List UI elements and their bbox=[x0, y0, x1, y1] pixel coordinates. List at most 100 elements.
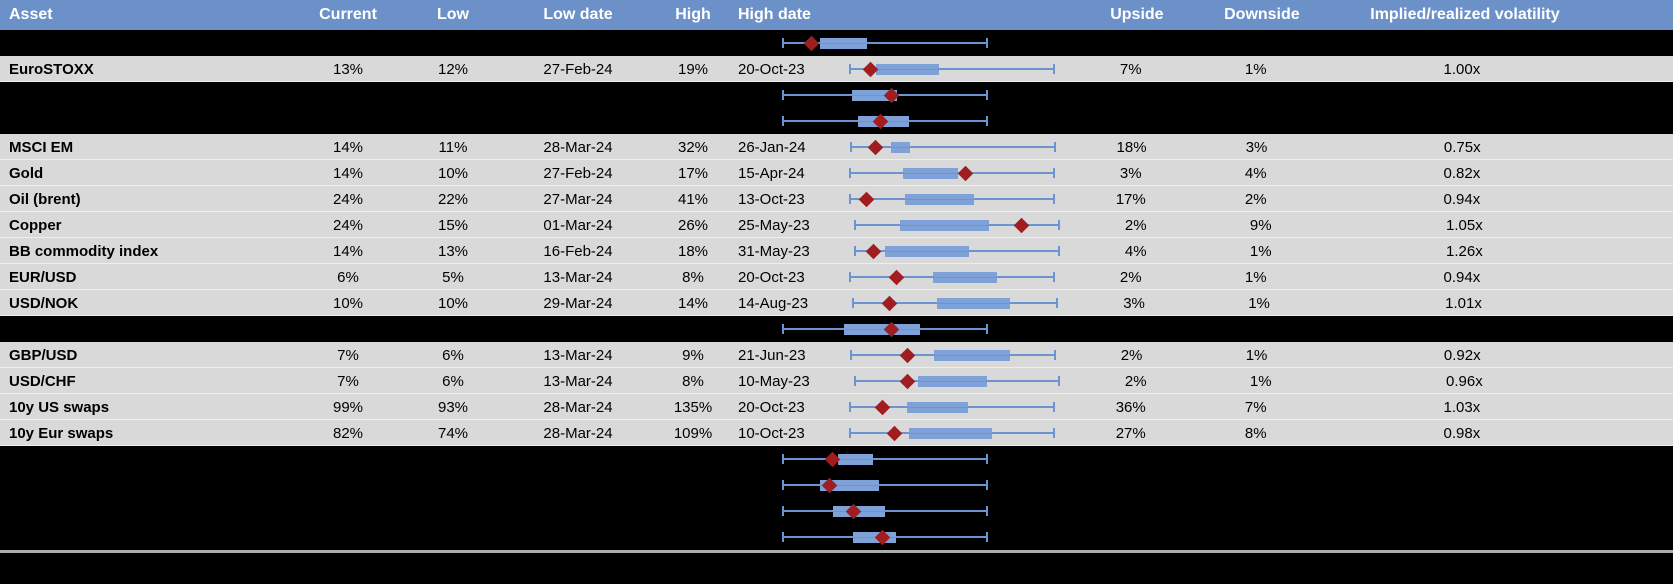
hidden-row-2-boxplot bbox=[738, 82, 994, 108]
cell-asset bbox=[0, 472, 298, 498]
whisker-cap-left-icon bbox=[849, 142, 852, 152]
cell-downside bbox=[1134, 82, 1244, 108]
cell-implied bbox=[1244, 472, 1673, 498]
cell-high_date: 15-Apr-24 bbox=[738, 164, 805, 182]
cell-downside bbox=[1134, 446, 1244, 472]
row-copper: Copper 24% 15% 01-Mar-24 26% 25-May-23 2% 9% 1.0… bbox=[0, 212, 1673, 238]
cell-current: 10% bbox=[332, 294, 364, 312]
copper-boxplot bbox=[810, 212, 1066, 238]
cell-current: 24% bbox=[332, 216, 364, 234]
chart-cell bbox=[806, 134, 1062, 160]
range-box bbox=[838, 453, 873, 465]
hidden-row-17 bbox=[0, 472, 1673, 498]
cell-upside bbox=[994, 82, 1134, 108]
hidden-row-2 bbox=[0, 82, 1673, 108]
separator-line bbox=[0, 550, 1673, 553]
oil-brent-boxplot bbox=[805, 186, 1061, 212]
box-midline bbox=[844, 328, 920, 330]
cell-upside: 36% bbox=[1115, 398, 1146, 416]
cell-current bbox=[298, 472, 398, 498]
box-midline bbox=[933, 276, 997, 278]
whisker-cap-left-icon bbox=[782, 116, 784, 126]
whisker-cap-right-icon bbox=[986, 480, 988, 490]
cell-upside: 17% bbox=[1115, 190, 1146, 208]
cell-low_date: 28-Mar-24 bbox=[543, 398, 613, 416]
cell-downside: 1% bbox=[1249, 242, 1272, 260]
box-midline bbox=[917, 380, 988, 382]
cell-low_date: 27-Mar-24 bbox=[543, 190, 613, 208]
cell-upside bbox=[994, 446, 1134, 472]
chart-cell bbox=[738, 498, 994, 524]
cell-asset bbox=[0, 82, 298, 108]
cell-high_date: 20-Oct-23 bbox=[738, 60, 805, 78]
cell-low bbox=[398, 82, 508, 108]
cell-high: 109% bbox=[673, 424, 713, 442]
gold-boxplot bbox=[805, 160, 1061, 186]
hidden-row-3-boxplot bbox=[738, 108, 994, 134]
box-midline bbox=[853, 536, 897, 538]
whisker-cap-left-icon bbox=[853, 220, 856, 230]
cell-upside: 7% bbox=[1119, 60, 1142, 78]
range-box bbox=[885, 245, 969, 257]
cell-downside: 4% bbox=[1244, 164, 1267, 182]
cell-current: 7% bbox=[337, 372, 359, 390]
current-diamond-marker-icon bbox=[899, 347, 916, 363]
chart-cell bbox=[805, 420, 1061, 446]
hidden-row-16 bbox=[0, 446, 1673, 472]
cell-low_date bbox=[508, 108, 648, 134]
10y-us-swaps-boxplot bbox=[805, 394, 1061, 420]
whisker-cap-right-icon bbox=[1052, 194, 1055, 204]
range-box bbox=[844, 323, 920, 335]
header-chart-spacer bbox=[811, 0, 1067, 30]
current-diamond-marker-icon bbox=[858, 191, 874, 207]
cell-low: 10% bbox=[437, 164, 469, 182]
row-eur-usd: EUR/USD 6% 5% 13-Mar-24 8% 20-Oct-23 2% 1% 0.94x bbox=[0, 264, 1673, 290]
cell-upside bbox=[994, 108, 1134, 134]
cell-high bbox=[648, 472, 738, 498]
range-box bbox=[819, 37, 867, 49]
header-high_date: High date bbox=[738, 6, 811, 23]
cell-low bbox=[398, 498, 508, 524]
cell-current bbox=[298, 446, 398, 472]
current-diamond-marker-icon bbox=[803, 35, 820, 51]
cell-low: 22% bbox=[437, 190, 469, 208]
whisker-cap-right-icon bbox=[1052, 428, 1055, 438]
whisker-cap-left-icon bbox=[782, 454, 784, 464]
current-diamond-marker-icon bbox=[1014, 217, 1030, 233]
cell-asset: Copper bbox=[9, 216, 62, 234]
whisker-cap-right-icon bbox=[986, 454, 988, 464]
box-midline bbox=[899, 224, 990, 226]
header-row: Asset Current Low Low date High High date Upsi… bbox=[0, 0, 1673, 30]
cell-asset bbox=[0, 524, 298, 550]
chart-cell bbox=[810, 368, 1066, 394]
whisker-cap-right-icon bbox=[986, 116, 988, 126]
cell-low bbox=[398, 524, 508, 550]
hidden-row-11 bbox=[0, 316, 1673, 342]
cell-current: 13% bbox=[332, 60, 364, 78]
cell-downside bbox=[1134, 472, 1244, 498]
cell-high bbox=[648, 498, 738, 524]
cell-low: 15% bbox=[437, 216, 469, 234]
hidden-row-3 bbox=[0, 108, 1673, 134]
cell-high_date: 21-Jun-23 bbox=[738, 346, 806, 364]
box-midline bbox=[819, 484, 879, 486]
cell-implied: 0.75x bbox=[1443, 138, 1481, 156]
cell-downside bbox=[1134, 498, 1244, 524]
chart-cell bbox=[738, 82, 994, 108]
current-diamond-marker-icon bbox=[867, 139, 883, 155]
whisker-cap-left-icon bbox=[782, 324, 784, 334]
row-usd-chf: USD/CHF 7% 6% 13-Mar-24 8% 10-May-23 2% 1% 0.96x bbox=[0, 368, 1673, 394]
cell-upside: 4% bbox=[1124, 242, 1147, 260]
current-diamond-marker-icon bbox=[958, 165, 974, 181]
cell-current: 14% bbox=[332, 164, 364, 182]
range-box bbox=[852, 89, 898, 101]
chart-cell bbox=[805, 394, 1061, 420]
range-box bbox=[819, 479, 879, 491]
cell-current: 7% bbox=[337, 346, 359, 364]
cell-downside bbox=[1134, 524, 1244, 550]
current-diamond-marker-icon bbox=[899, 373, 916, 389]
cell-downside: 9% bbox=[1249, 216, 1272, 234]
cell-upside bbox=[994, 524, 1134, 550]
chart-cell bbox=[805, 264, 1061, 290]
whisker-cap-right-icon bbox=[1052, 64, 1055, 74]
